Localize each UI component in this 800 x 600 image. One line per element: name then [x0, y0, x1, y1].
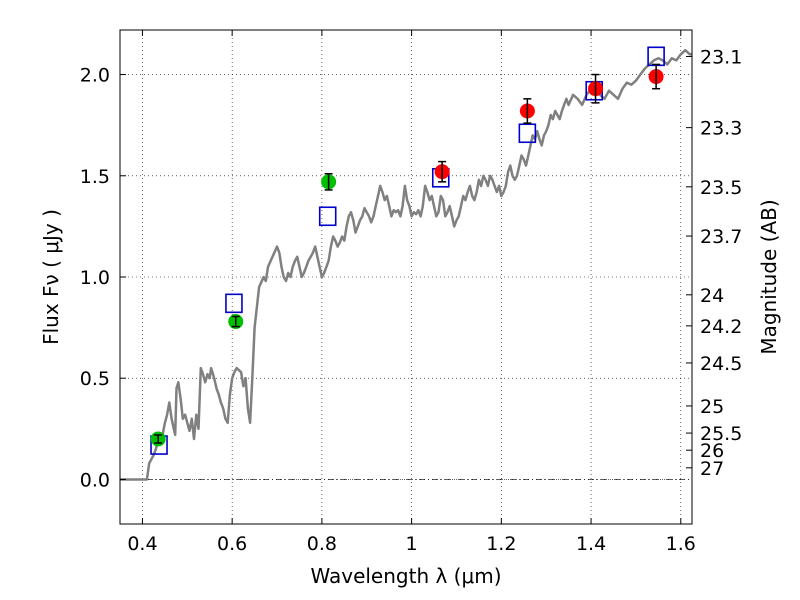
x-tick-label: 0.6 — [217, 533, 247, 555]
photometry-points-layer — [150, 46, 665, 455]
y-tick-label: 2.0 — [80, 65, 110, 87]
plot-frame — [119, 29, 693, 525]
y-tick-label: 1.5 — [80, 166, 110, 188]
x-tick-label: 1.4 — [576, 533, 606, 555]
y2-tick-label: 27 — [700, 458, 724, 480]
x-tick-label: 1.6 — [666, 533, 696, 555]
y2-tick-label: 24.5 — [700, 353, 742, 375]
tick-layer: 0.4 0.6 0.8 1 1.2 1.4 1.6 0.0 0.5 1.0 1.5 2.0 23.1 23… — [80, 30, 742, 555]
grid-layer — [120, 30, 692, 524]
y2-tick-label: 23.1 — [700, 46, 742, 68]
y2-tick-label: 23.5 — [700, 177, 742, 199]
x-tick-label: 0.8 — [307, 533, 337, 555]
x-tick-label: 1 — [406, 533, 418, 555]
y2-tick-label: 23.7 — [700, 226, 742, 248]
y-tick-label: 0.5 — [80, 368, 110, 390]
y2-tick-label: 24 — [700, 285, 724, 307]
y2-tick-label: 25.5 — [700, 423, 742, 445]
x-tick-label: 0.4 — [127, 533, 157, 555]
y2-tick-label: 25 — [700, 396, 724, 418]
x-tick-label: 1.2 — [486, 533, 516, 555]
model-photometry-square — [225, 293, 243, 314]
model-photometry-square — [518, 123, 537, 144]
y-tick-label: 0.0 — [80, 469, 110, 491]
y2-tick-label: 26 — [700, 440, 724, 462]
y-tick-label: 1.0 — [80, 267, 110, 289]
model-photometry-square — [318, 206, 337, 227]
y-axis-label: Flux Fν ( μJy ) — [39, 209, 63, 345]
model-spectrum-layer — [120, 48, 692, 481]
y2-axis-label: Magnitude (AB) — [757, 199, 781, 354]
model-spectrum-line — [120, 48, 692, 481]
x-axis-label: Wavelength λ (μm) — [310, 564, 501, 588]
y2-tick-label: 23.3 — [700, 118, 742, 140]
y2-tick-label: 24.2 — [700, 316, 742, 338]
